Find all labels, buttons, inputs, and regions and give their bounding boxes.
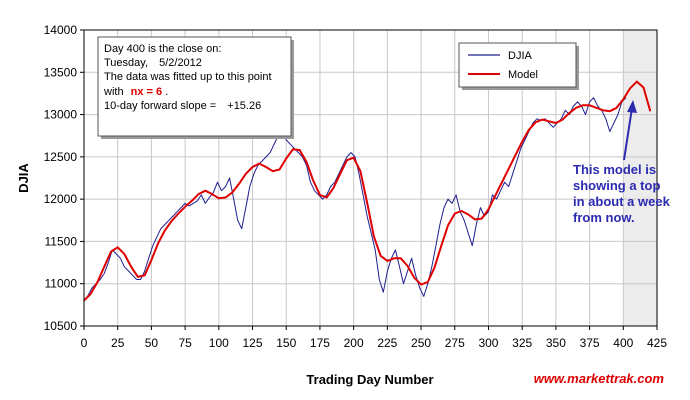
x-tick-label: 300 <box>478 336 498 350</box>
annotation-arrow-head <box>627 100 637 113</box>
info-with: with <box>103 86 124 98</box>
y-tick-label: 10500 <box>44 319 78 333</box>
info-slope-label: 10-day forward slope = <box>104 100 216 112</box>
legend-frame <box>458 42 577 88</box>
info-period: . <box>165 86 168 98</box>
annotation-line: in about a week <box>573 194 671 209</box>
annotation-line: showing a top <box>573 178 660 193</box>
series-group <box>83 80 652 302</box>
x-tick-label: 200 <box>344 336 364 350</box>
x-tick-label: 425 <box>647 336 667 350</box>
info-line-3: The data was fitted up to this point <box>104 71 272 83</box>
x-axis-ticks: 0 25 50 75 100 125 150 175 200 225 250 275 300 325 350… <box>81 326 667 350</box>
info-box: Day 400 is the close on: Tuesday, 5/2/20… <box>97 36 294 139</box>
x-tick-label: 250 <box>411 336 431 350</box>
legend: DJIA Model <box>458 42 579 90</box>
x-tick-label: 0 <box>81 336 88 350</box>
x-tick-label: 75 <box>178 336 192 350</box>
info-day: Tuesday, <box>104 57 148 69</box>
annotation-line: This model is <box>573 162 656 177</box>
x-tick-label: 125 <box>243 336 263 350</box>
series-line-model <box>83 80 652 302</box>
x-axis-title: Trading Day Number <box>306 372 433 387</box>
y-tick-label: 12500 <box>44 150 78 164</box>
y-tick-label: 13000 <box>44 108 78 122</box>
x-tick-label: 225 <box>377 336 397 350</box>
x-tick-label: 350 <box>546 336 566 350</box>
info-box-frame <box>97 36 292 137</box>
info-line-4: with nx = 6 . <box>103 86 168 98</box>
watermark-url: www.markettrak.com <box>534 371 665 386</box>
series-line-djia <box>83 97 627 301</box>
annotation-arrow-line <box>623 107 633 161</box>
info-param: nx = 6 <box>131 86 163 98</box>
info-line-2: Tuesday, 5/2/2012 <box>104 57 202 69</box>
info-line-5: 10-day forward slope = +15.26 <box>104 100 261 112</box>
legend-label-djia: DJIA <box>508 50 533 62</box>
y-tick-label: 13500 <box>44 65 78 79</box>
y-tick-label: 14000 <box>44 23 78 37</box>
x-tick-label: 150 <box>276 336 296 350</box>
x-tick-label: 100 <box>209 336 229 350</box>
x-tick-label: 25 <box>111 336 125 350</box>
annotation-line: from now. <box>573 210 635 225</box>
y-axis-ticks: 10500 11000 11500 12000 12500 13000 13500 14000 <box>44 23 84 333</box>
forecast-shading <box>623 30 657 326</box>
x-tick-label: 175 <box>310 336 330 350</box>
y-tick-label: 11000 <box>45 277 78 291</box>
x-tick-label: 275 <box>445 336 465 350</box>
plot-frame <box>83 29 658 327</box>
x-tick-label: 400 <box>613 336 633 350</box>
x-tick-label: 375 <box>580 336 600 350</box>
info-date: 5/2/2012 <box>159 57 202 69</box>
info-line-1: Day 400 is the close on: <box>104 43 221 55</box>
y-axis-title: DJIA <box>16 163 31 193</box>
y-tick-label: 12000 <box>44 192 78 206</box>
x-tick-label: 50 <box>145 336 159 350</box>
y-tick-label: 11500 <box>45 234 78 248</box>
x-tick-label: 325 <box>512 336 532 350</box>
legend-label-model: Model <box>508 69 538 81</box>
info-slope-value: +15.26 <box>227 100 261 112</box>
